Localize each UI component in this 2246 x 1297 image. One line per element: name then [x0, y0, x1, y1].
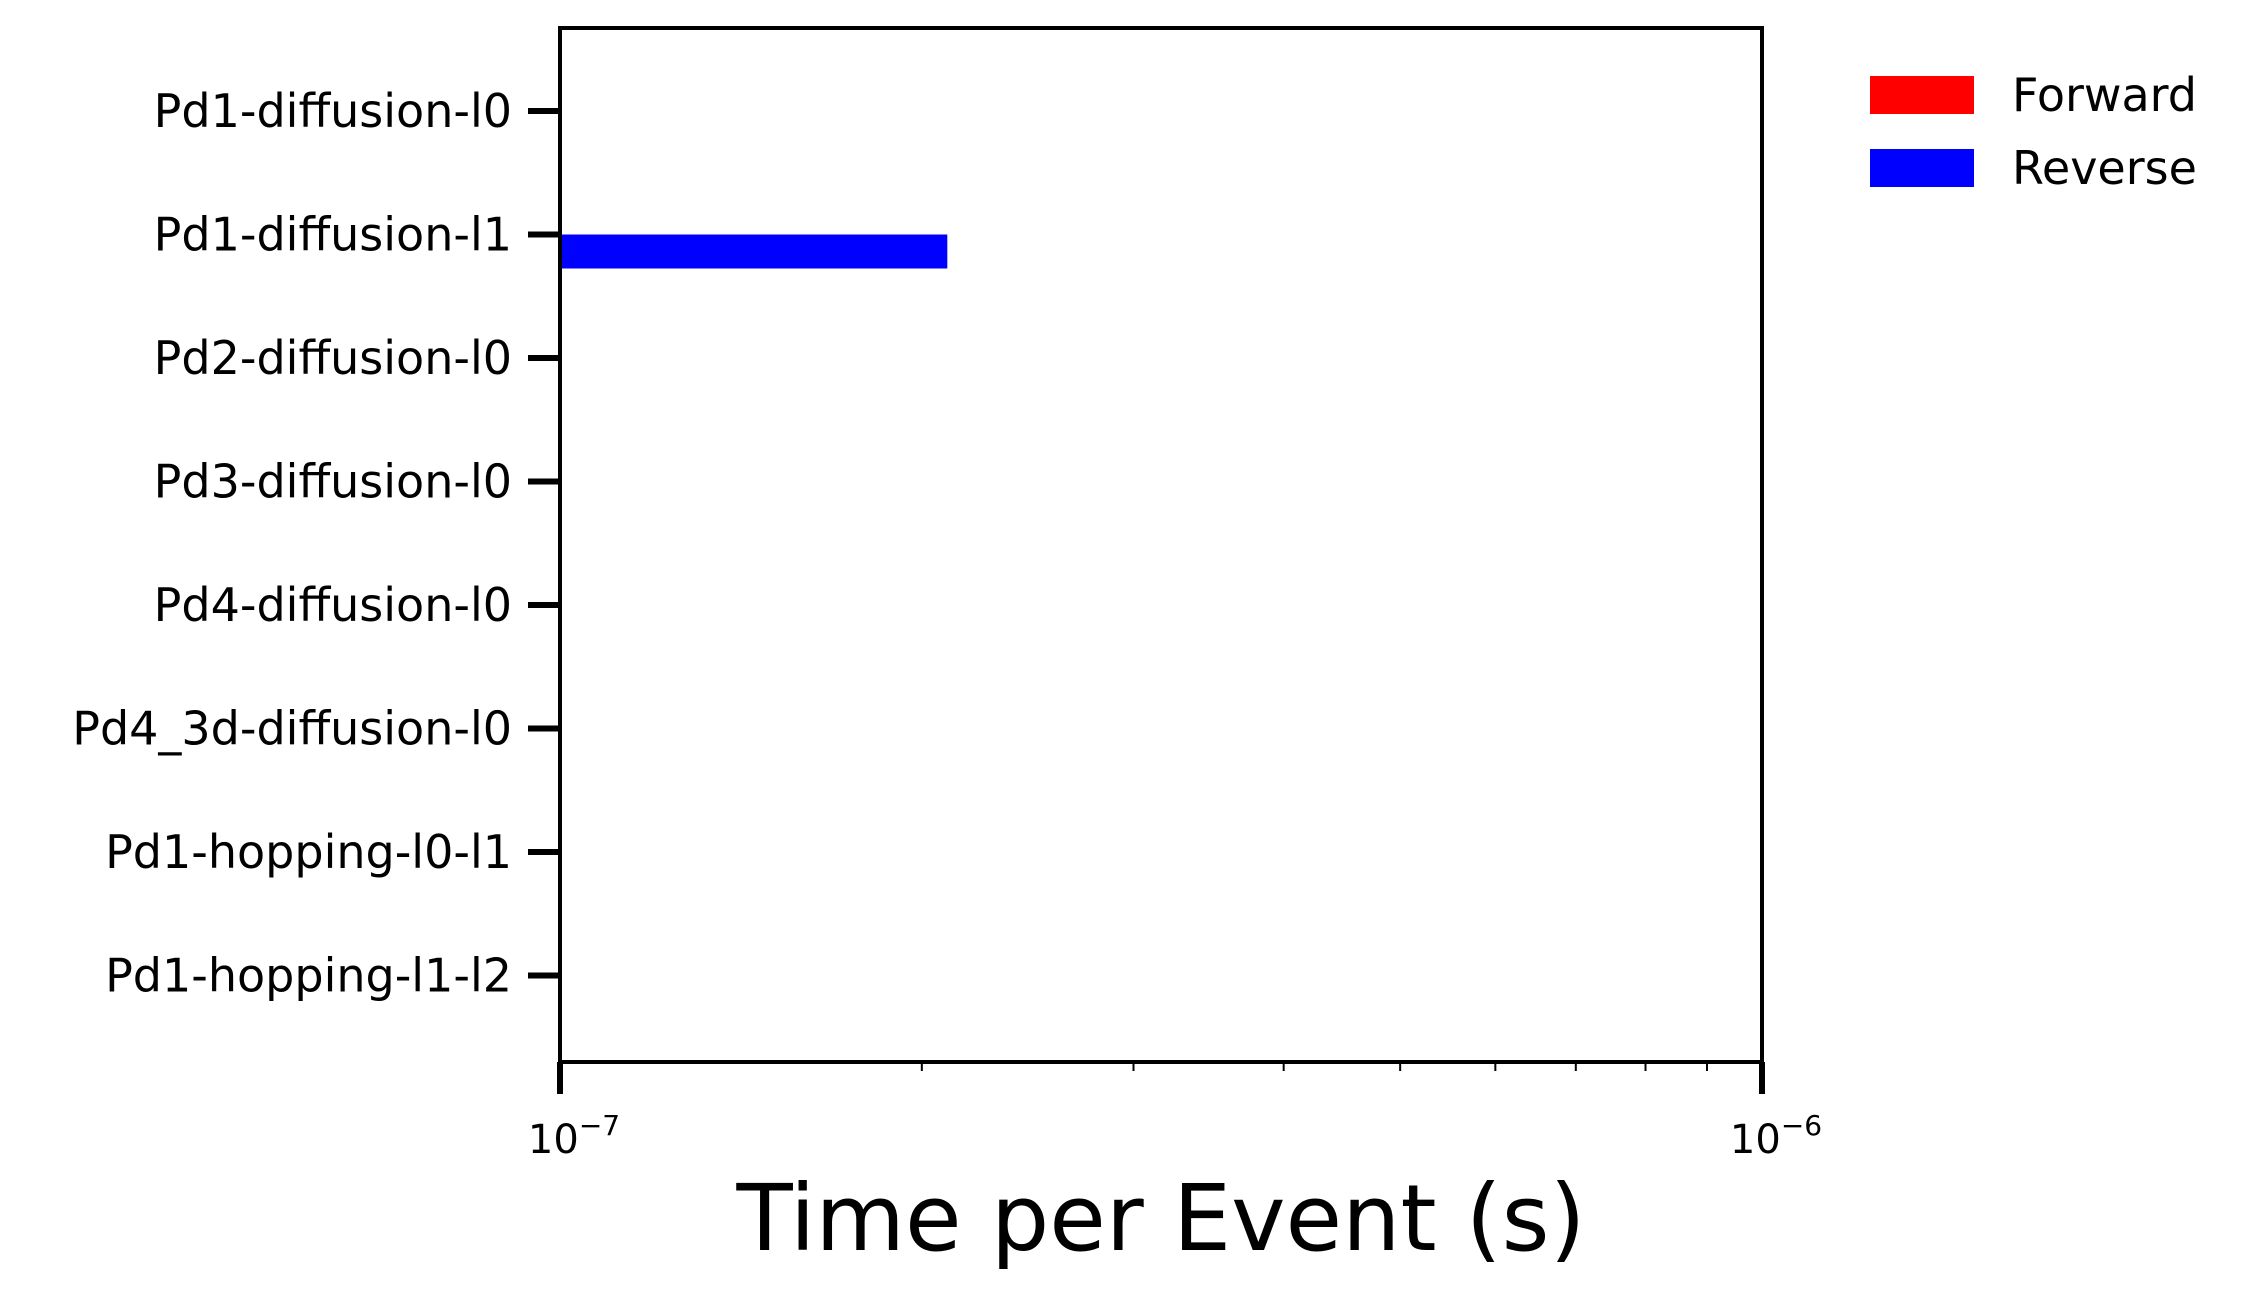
y-tick-label: Pd2-diffusion-l0	[154, 331, 512, 385]
y-ticks: Pd1-diffusion-l0 Pd1-diffusion-l1 Pd2-diff…	[72, 84, 560, 1003]
bars	[560, 234, 948, 269]
y-tick-label: Pd1-diffusion-l1	[154, 208, 512, 262]
x-ticks: 10−7 10−6	[528, 1062, 1822, 1163]
legend-swatch-reverse	[1870, 149, 1974, 187]
bar-reverse-1	[560, 234, 948, 269]
legend: Forward Reverse	[1870, 68, 2197, 195]
y-tick-label: Pd4_3d-diffusion-l0	[72, 702, 512, 756]
y-tick-label: Pd1-hopping-l0-l1	[105, 825, 512, 879]
y-tick-label: Pd4-diffusion-l0	[154, 578, 512, 632]
y-tick-label: Pd1-hopping-l1-l2	[105, 949, 512, 1003]
y-tick-label: Pd1-diffusion-l0	[154, 84, 512, 138]
x-tick-label: 10−7	[528, 1109, 620, 1163]
legend-swatch-forward	[1870, 76, 1974, 114]
x-tick-label: 10−6	[1730, 1109, 1822, 1163]
y-tick-label: Pd3-diffusion-l0	[154, 455, 512, 509]
plot-frame	[558, 26, 1764, 1064]
legend-label-forward: Forward	[2012, 68, 2197, 122]
x-axis-title: Time per Event (s)	[736, 1165, 1586, 1272]
legend-label-reverse: Reverse	[2012, 141, 2197, 195]
